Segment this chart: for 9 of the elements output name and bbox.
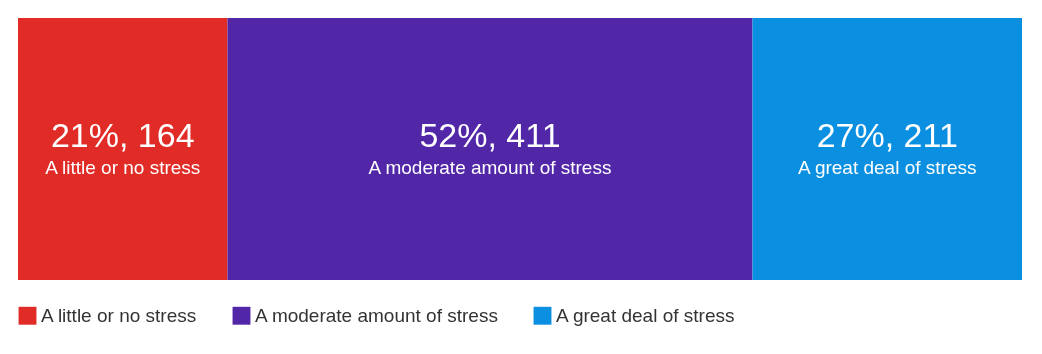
legend-label: A great deal of stress	[556, 304, 735, 326]
data-label: 21%, 164	[50, 116, 195, 154]
data-label: 52%, 411	[419, 116, 561, 154]
text: A great deal of stress	[797, 157, 977, 178]
data-label: 27%, 211	[816, 116, 958, 154]
text: A moderate amount of stress	[368, 157, 612, 178]
text: A little or no stress	[45, 157, 201, 178]
legend-label: A little or no stress	[41, 304, 197, 326]
legend-label: A moderate amount of stress	[255, 304, 498, 326]
